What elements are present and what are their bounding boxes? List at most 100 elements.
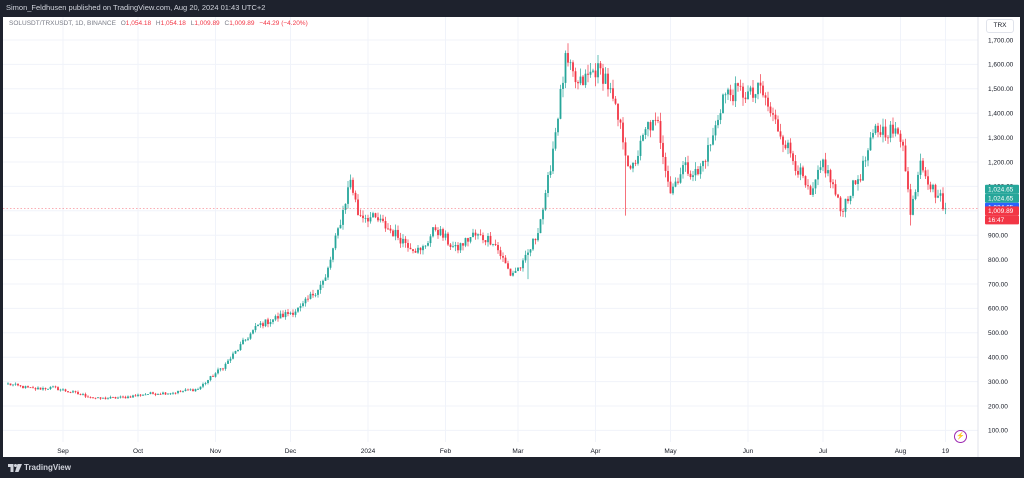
candle (887, 135, 889, 144)
candle (524, 250, 527, 263)
candle-body (927, 176, 929, 185)
candle (184, 388, 187, 392)
change-value: −44.29 (−4.20%) (259, 20, 308, 27)
candle (762, 81, 764, 98)
price-tick-label: 800.00 (988, 257, 1008, 264)
candle-body (432, 227, 434, 237)
candle (279, 310, 282, 319)
candle-body (862, 160, 864, 181)
candle (867, 148, 869, 167)
candle-body (877, 125, 879, 133)
candle (784, 140, 787, 150)
candle-body (309, 293, 312, 299)
candle (434, 224, 437, 232)
time-tick-label: Nov (210, 448, 222, 455)
candle (374, 212, 377, 219)
candle-body (137, 394, 139, 396)
candle (372, 211, 374, 218)
currency-button[interactable]: TRX (986, 19, 1014, 33)
candle (84, 392, 87, 398)
candle (44, 387, 47, 391)
candle-body (464, 238, 467, 246)
candle-body (429, 236, 432, 244)
candle-body (219, 368, 222, 370)
candlestick-chart[interactable]: 100.00 200.00 300.00 400.00 500.00 600.00 700.… (3, 17, 1020, 457)
candle-body (237, 349, 239, 352)
candle-body (582, 76, 584, 86)
candle-body (707, 145, 709, 162)
candle (499, 246, 502, 260)
candle-body (807, 185, 809, 187)
candle (449, 242, 452, 251)
candle (459, 242, 462, 253)
candle-body (909, 189, 912, 215)
candle (942, 187, 944, 211)
lightning-icon[interactable]: ⚡ (954, 430, 967, 443)
candle (419, 247, 422, 255)
candle (824, 152, 827, 178)
candle-body (297, 307, 299, 312)
tradingview-logo-icon[interactable] (8, 464, 22, 472)
price-tick-label: 400.00 (988, 355, 1008, 362)
close-value: 1,009.89 (229, 20, 255, 27)
candle-body (752, 87, 754, 98)
candle-body (174, 392, 177, 394)
candle (599, 60, 602, 75)
candle (829, 168, 832, 189)
candle (464, 237, 467, 248)
candle-body (509, 268, 512, 276)
candle (639, 135, 642, 161)
candle-body (94, 397, 97, 399)
candle-body (839, 197, 842, 212)
candle (594, 63, 597, 87)
candle (694, 162, 697, 181)
candle (24, 385, 27, 389)
candle (677, 177, 679, 185)
candle (284, 309, 287, 320)
candle-body (222, 368, 224, 370)
candle-body (292, 312, 294, 315)
candle-body (667, 170, 669, 182)
candle (337, 227, 339, 239)
candle-body (314, 294, 317, 296)
candle (242, 337, 244, 345)
candle-body (829, 170, 832, 183)
candle-body (777, 119, 779, 132)
candle-body (587, 73, 589, 75)
candle-body (724, 94, 727, 96)
candle (629, 164, 632, 170)
candle-body (522, 260, 524, 269)
candle (42, 386, 44, 391)
candle (714, 120, 717, 141)
chart-panel[interactable]: 100.00 200.00 300.00 400.00 500.00 600.00 700.… (3, 17, 1020, 457)
candle-body (659, 121, 662, 143)
candle (847, 196, 849, 204)
candle-body (674, 181, 677, 187)
candle (197, 387, 199, 390)
candle (549, 165, 552, 178)
candle-body (822, 159, 824, 168)
candle-body (434, 227, 437, 230)
candle-body (937, 195, 939, 198)
candle (424, 245, 427, 249)
candle (264, 319, 267, 328)
candle-body (492, 244, 494, 245)
candle-body (312, 293, 314, 296)
candle (797, 165, 799, 178)
candle (122, 395, 124, 399)
candle-body (764, 95, 767, 98)
candle-body (902, 141, 904, 146)
candle-body (462, 243, 464, 246)
candle (939, 189, 942, 202)
candle (339, 219, 342, 229)
tradingview-brand[interactable]: TradingView (24, 463, 71, 472)
candle (9, 383, 12, 386)
candle-body (152, 392, 154, 394)
candle-body (864, 160, 867, 162)
candle (602, 63, 604, 91)
candle (752, 80, 754, 102)
candle (199, 386, 202, 391)
candle (327, 266, 329, 281)
candle-body (679, 174, 682, 183)
candle-body (662, 142, 664, 157)
